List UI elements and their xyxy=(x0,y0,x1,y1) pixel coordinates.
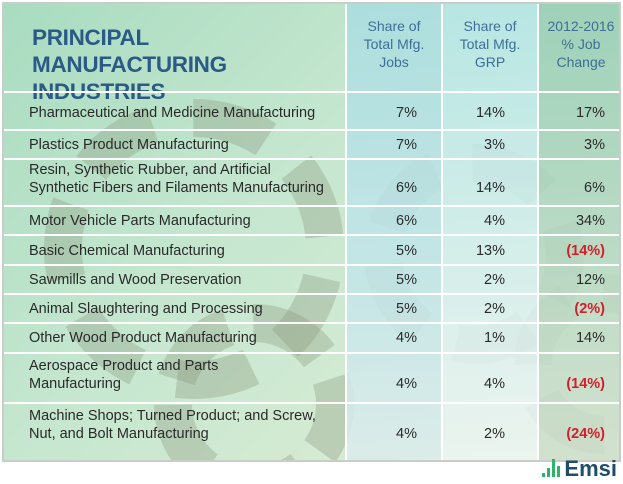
header-grp: Share of Total Mfg. GRP xyxy=(443,17,537,71)
row-divider xyxy=(4,91,619,93)
change-value: (14%) xyxy=(566,376,605,392)
jobs-value: 7% xyxy=(396,137,417,153)
column-divider xyxy=(537,4,539,460)
grp-value: 4% xyxy=(484,213,505,229)
jobs-value: 4% xyxy=(396,330,417,346)
industry-name: Motor Vehicle Parts Manufacturing xyxy=(29,212,344,230)
row-divider xyxy=(4,129,619,131)
jobs-value: 7% xyxy=(396,105,417,121)
jobs-value: 6% xyxy=(396,213,417,229)
industry-name: Animal Slaughtering and Processing xyxy=(29,300,344,318)
industry-name-line: Plastics Product Manufacturing xyxy=(29,137,229,153)
change-value: 17% xyxy=(575,105,605,121)
row-divider xyxy=(4,322,619,324)
logo-text: Emsi xyxy=(564,456,617,481)
row-divider xyxy=(4,205,619,207)
bar-chart-icon xyxy=(542,459,561,477)
header-line: 2012-2016 xyxy=(547,18,615,34)
emsi-logo: Emsi xyxy=(542,458,617,480)
grp-value: 2% xyxy=(484,301,505,317)
change-value: 34% xyxy=(575,213,605,229)
row-divider xyxy=(4,264,619,266)
header-line: % Job xyxy=(561,36,601,52)
grp-value: 2% xyxy=(484,426,505,442)
change-value: 6% xyxy=(584,180,605,196)
industry-name-line: Sawmills and Wood Preservation xyxy=(29,272,242,288)
grp-value: 2% xyxy=(484,272,505,288)
change-column-bg xyxy=(539,4,619,460)
industry-name-line: Animal Slaughtering and Processing xyxy=(29,301,263,317)
industry-name-line: Nut, and Bolt Manufacturing xyxy=(29,426,209,442)
industry-name: Resin, Synthetic Rubber, and Artificial S… xyxy=(29,161,344,197)
industry-name: Basic Chemical Manufacturing xyxy=(29,242,344,260)
jobs-value: 4% xyxy=(396,376,417,392)
change-value: (14%) xyxy=(566,243,605,259)
row-divider xyxy=(4,402,619,404)
industry-name: Plastics Product Manufacturing xyxy=(29,136,344,154)
change-value: 12% xyxy=(575,272,605,288)
title-line: PRINCIPAL MANUFACTURING xyxy=(32,25,227,77)
industry-name: Pharmaceutical and Medicine Manufacturin… xyxy=(29,104,344,122)
grp-column-bg xyxy=(443,4,537,460)
table-bottom-border xyxy=(4,460,619,462)
industry-name: Sawmills and Wood Preservation xyxy=(29,271,344,289)
header-jobs: Share of Total Mfg. Jobs xyxy=(347,17,441,71)
grp-value: 14% xyxy=(475,180,505,196)
industry-name-line: Machine Shops; Turned Product; and Screw… xyxy=(29,408,316,424)
industry-name-line: Resin, Synthetic Rubber, and Artificial xyxy=(29,162,271,178)
change-value: 14% xyxy=(575,330,605,346)
industry-name-line: Other Wood Product Manufacturing xyxy=(29,330,257,346)
header-line: Jobs xyxy=(379,54,409,70)
header-line: Change xyxy=(556,54,606,70)
grp-value: 4% xyxy=(484,376,505,392)
industry-name-line: Aerospace Product and Parts xyxy=(29,358,219,374)
industry-name: Aerospace Product and Parts Manufacturing xyxy=(29,357,344,393)
change-value: 3% xyxy=(584,137,605,153)
row-divider xyxy=(4,293,619,295)
industry-name: Other Wood Product Manufacturing xyxy=(29,329,344,347)
jobs-value: 5% xyxy=(396,243,417,259)
grp-value: 1% xyxy=(484,330,505,346)
industry-name-line: Synthetic Fibers and Filaments Manufactu… xyxy=(29,180,324,196)
change-value: (24%) xyxy=(566,426,605,442)
industry-name-line: Basic Chemical Manufacturing xyxy=(29,243,225,259)
header-line: Total Mfg. xyxy=(459,36,521,52)
jobs-value: 6% xyxy=(396,180,417,196)
jobs-column-bg xyxy=(347,4,441,460)
header-line: GRP xyxy=(474,54,506,70)
column-divider xyxy=(441,4,443,460)
industry-name: Machine Shops; Turned Product; and Screw… xyxy=(29,407,344,443)
industry-name-line: Motor Vehicle Parts Manufacturing xyxy=(29,213,251,229)
header-line: Total Mfg. xyxy=(363,36,425,52)
jobs-value: 5% xyxy=(396,272,417,288)
row-divider xyxy=(4,352,619,354)
industry-name-line: Pharmaceutical and Medicine Manufacturin… xyxy=(29,105,316,121)
grp-value: 14% xyxy=(475,105,505,121)
industries-table: PRINCIPAL MANUFACTURING INDUSTRIES Share… xyxy=(2,2,621,462)
change-value: (2%) xyxy=(574,301,605,317)
jobs-value: 4% xyxy=(396,426,417,442)
header-line: Share of xyxy=(463,18,517,34)
column-divider xyxy=(345,4,347,460)
industry-name-line: Manufacturing xyxy=(29,376,121,392)
header-line: Share of xyxy=(367,18,421,34)
header-change: 2012-2016 % Job Change xyxy=(539,17,619,71)
row-divider xyxy=(4,158,619,160)
grp-value: 13% xyxy=(475,243,505,259)
grp-value: 3% xyxy=(484,137,505,153)
jobs-value: 5% xyxy=(396,301,417,317)
row-divider xyxy=(4,234,619,236)
